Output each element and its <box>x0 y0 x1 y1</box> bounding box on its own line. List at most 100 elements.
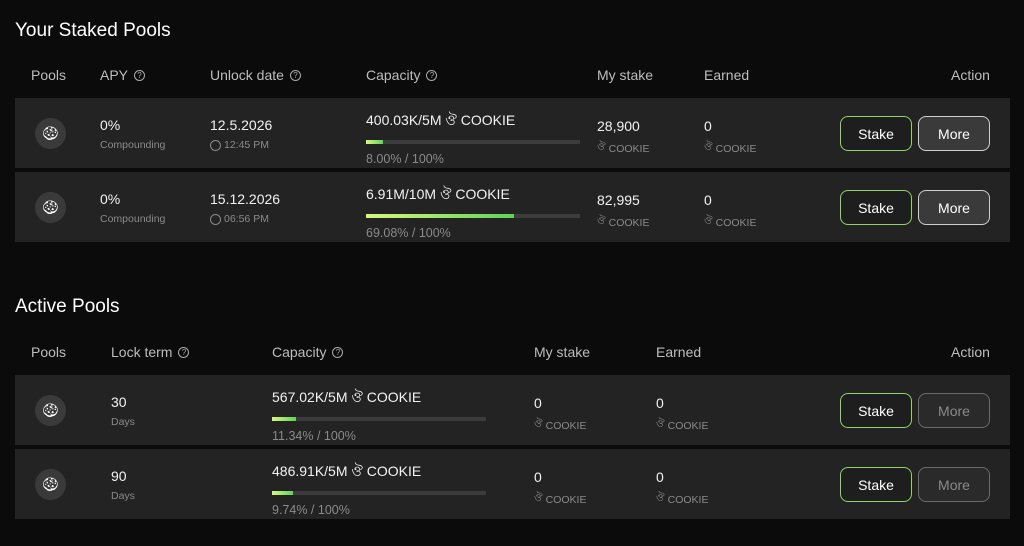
capacity-percent: 11.34% / 100% <box>272 429 356 443</box>
cookie-icon: 🍪︎ <box>35 118 66 149</box>
lock-term-unit: Days <box>111 416 135 428</box>
capacity-progress-bar <box>272 417 486 421</box>
apy-sub: Compounding <box>100 213 166 225</box>
unit-label: COOKIE <box>667 493 709 506</box>
capacity-progress-fill <box>366 140 384 144</box>
unlock-date: 12.5.2026 <box>210 117 273 133</box>
apy-value: 0% <box>100 117 121 133</box>
cookie-icon: ঔ <box>704 215 713 227</box>
cookie-icon: ঔ <box>656 492 665 504</box>
header-earned: Earned <box>704 67 749 83</box>
header-label: My stake <box>597 67 654 83</box>
cookie-icon: ঔ <box>704 141 713 153</box>
stake-button[interactable]: Stake <box>840 393 912 428</box>
lock-term-value: 30 <box>111 394 127 410</box>
header-label: My stake <box>534 344 591 360</box>
cookie-icon: ঔ <box>445 112 457 128</box>
cookie-icon: 🍪︎ <box>35 192 66 223</box>
apy-value: 0% <box>100 191 121 207</box>
capacity-progress-bar <box>366 214 580 218</box>
pool-row: 🍪︎ 90 Days 486.91K/5M ঔ COOKIE 9.74% / 10… <box>15 449 1010 519</box>
header-label: APY <box>100 67 129 83</box>
help-icon[interactable]: ? <box>332 346 344 358</box>
capacity-value: 6.91M/10M ঔ COOKIE <box>366 183 580 207</box>
clock-icon <box>210 139 221 151</box>
capacity-value: 400.03K/5M ঔ COOKIE <box>366 109 580 133</box>
header-label: Action <box>951 67 990 83</box>
stake-button[interactable]: Stake <box>840 467 912 502</box>
help-icon[interactable]: ? <box>426 69 438 81</box>
capacity-percent: 9.74% / 100% <box>272 503 350 517</box>
earned-value: 0 <box>656 469 664 485</box>
help-icon[interactable]: ? <box>134 69 146 81</box>
unit-label: COOKIE <box>667 419 709 432</box>
staked-pools-title: Your Staked Pools <box>15 20 171 41</box>
unit-label: COOKIE <box>608 216 650 229</box>
help-icon[interactable]: ? <box>289 69 301 81</box>
capacity-value: 567.02K/5M ঔ COOKIE <box>272 386 486 410</box>
unit-label: COOKIE <box>715 216 757 229</box>
header-label: Unlock date <box>210 67 284 83</box>
header-capacity: Capacity? <box>272 344 344 360</box>
more-button[interactable]: More <box>918 467 990 502</box>
cookie-icon: ঔ <box>351 463 363 479</box>
active-pools-title: Active Pools <box>15 296 120 317</box>
earned-value: 0 <box>656 395 664 411</box>
header-label: Pools <box>31 67 67 83</box>
unit-label: COOKIE <box>715 142 757 155</box>
token-label: COOKIE <box>366 463 422 479</box>
capacity-text: 400.03K/5M <box>366 112 442 128</box>
cookie-icon: ঔ <box>597 141 606 153</box>
capacity-progress-fill <box>272 491 293 495</box>
capacity-percent: 69.08% / 100% <box>366 226 451 240</box>
unit-label: COOKIE <box>545 493 587 506</box>
header-apy: APY? <box>100 67 146 83</box>
capacity-percent: 8.00% / 100% <box>366 152 444 166</box>
header-my-stake: My stake <box>597 67 653 83</box>
cookie-icon: ঔ <box>351 389 363 405</box>
unlock-time: 12:45 PM <box>224 139 269 151</box>
lock-term-unit: Days <box>111 490 135 502</box>
pool-row: 🍪︎ 0% Compounding 12.5.2026 12:45 PM 400.0… <box>15 98 1010 168</box>
apy-sub: Compounding <box>100 139 166 151</box>
unlock-time: 06:56 PM <box>224 213 269 225</box>
header-label: Lock term <box>111 344 173 360</box>
header-label: Capacity <box>272 344 327 360</box>
cookie-icon: 🍪︎ <box>35 469 66 500</box>
more-button[interactable]: More <box>918 393 990 428</box>
header-action: Action <box>951 344 990 360</box>
cookie-icon: 🍪︎ <box>35 395 66 426</box>
capacity-value: 486.91K/5M ঔ COOKIE <box>272 460 486 484</box>
token-label: COOKIE <box>460 112 516 128</box>
capacity-progress-bar <box>366 140 580 144</box>
token-label: COOKIE <box>366 389 422 405</box>
header-label: Earned <box>704 67 750 83</box>
pool-row: 🍪︎ 0% Compounding 15.12.2026 06:56 PM 6.91… <box>15 172 1010 242</box>
capacity-progress-fill <box>272 417 297 421</box>
header-lock-term: Lock term? <box>111 344 190 360</box>
capacity-text: 567.02K/5M <box>272 389 348 405</box>
stake-button[interactable]: Stake <box>840 190 912 225</box>
cookie-icon: ঔ <box>534 418 543 430</box>
cookie-icon: ঔ <box>534 492 543 504</box>
header-pools: Pools <box>31 67 66 83</box>
cookie-icon: ঔ <box>597 215 606 227</box>
header-label: Action <box>951 344 990 360</box>
more-button[interactable]: More <box>918 116 990 151</box>
help-icon[interactable]: ? <box>178 346 190 358</box>
unit-label: COOKIE <box>545 419 587 432</box>
my-stake-value: 0 <box>534 469 542 485</box>
earned-value: 0 <box>704 118 712 134</box>
pool-row: 🍪︎ 30 Days 567.02K/5M ঔ COOKIE 11.34% / 1… <box>15 375 1010 445</box>
capacity-progress-bar <box>272 491 486 495</box>
more-button[interactable]: More <box>918 190 990 225</box>
cookie-icon: ঔ <box>656 418 665 430</box>
stake-button[interactable]: Stake <box>840 116 912 151</box>
token-label: COOKIE <box>455 186 510 202</box>
my-stake-value: 82,995 <box>597 192 640 208</box>
cookie-icon: ঔ <box>439 186 452 202</box>
my-stake-value: 0 <box>534 395 542 411</box>
header-label: Earned <box>656 344 702 360</box>
lock-term-value: 90 <box>111 468 127 484</box>
capacity-progress-fill <box>366 214 514 218</box>
